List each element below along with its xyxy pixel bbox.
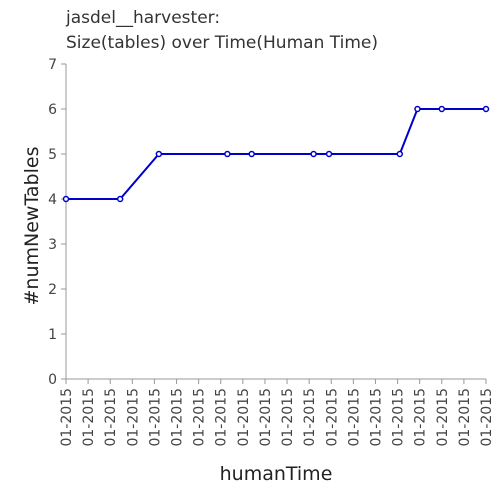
x-tick-label: 01-2015	[214, 388, 230, 447]
y-tick-label: 2	[48, 282, 57, 298]
x-tick-label: 01-2015	[435, 388, 451, 447]
y-tick-label: 3	[48, 237, 57, 253]
y-tick-label: 5	[48, 147, 57, 163]
x-tick-label: 01-2015	[147, 388, 163, 447]
x-tick-label: 01-2015	[302, 388, 318, 447]
data-point	[248, 150, 255, 158]
y-tick-label: 6	[48, 102, 57, 118]
chart-title: jasdel__harvester:	[66, 8, 221, 28]
x-tick-label: 01-2015	[479, 388, 495, 447]
data-point	[224, 150, 231, 158]
y-tick-label: 0	[48, 372, 57, 388]
y-tick-label: 1	[48, 327, 57, 343]
data-point	[62, 195, 70, 203]
x-tick-label: 01-2015	[368, 388, 384, 447]
series-line	[66, 108, 486, 200]
x-tick-label: 01-2015	[192, 388, 208, 447]
x-tick-label: 01-2015	[413, 388, 429, 447]
x-tick-label: 01-2015	[59, 388, 75, 447]
y-axis-label: #numNewTables	[21, 147, 43, 306]
x-tick-label: 01-2015	[391, 388, 407, 447]
x-tick-label: 01-2015	[457, 388, 473, 447]
x-tick-label: 01-2015	[280, 388, 296, 447]
chart-subtitle: Size(tables) over Time(Human Time)	[66, 33, 378, 53]
data-point	[482, 105, 490, 113]
x-tick-label: 01-2015	[81, 388, 97, 447]
y-tick-label: 7	[48, 57, 57, 73]
x-tick-label: 01-2015	[346, 388, 362, 447]
x-tick-label: 01-2015	[236, 388, 252, 447]
data-point	[396, 150, 404, 158]
data-point	[310, 150, 317, 158]
x-tick-label: 01-2015	[103, 388, 119, 447]
data-point	[116, 195, 124, 203]
data-point	[155, 150, 163, 158]
data-point	[438, 105, 446, 113]
y-axis-ticks: 0 1 2 3 4 5 6 7	[48, 57, 66, 388]
x-axis-label: humanTime	[220, 463, 333, 485]
axes	[65, 64, 486, 380]
x-tick-label: 01-2015	[170, 388, 186, 447]
data-point	[325, 150, 333, 158]
x-tick-label: 01-2015	[324, 388, 340, 447]
data-point	[414, 105, 421, 113]
series-layer	[62, 105, 490, 203]
x-axis-ticks: 01-2015 01-2015 01-2015 01-2015 01-2015 01-20…	[59, 379, 495, 447]
y-tick-label: 4	[48, 192, 57, 208]
x-tick-label: 01-2015	[125, 388, 141, 447]
x-tick-label: 01-2015	[258, 388, 274, 447]
